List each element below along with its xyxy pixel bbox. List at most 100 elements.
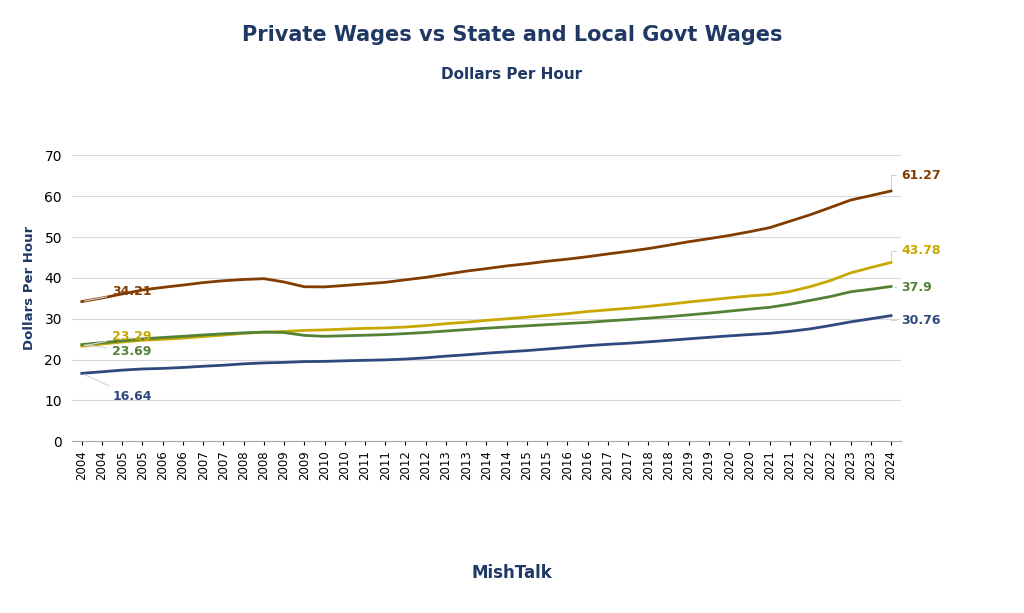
Private Total Compensation (217, 332, 229, 339)
Private Wages (541, 345, 553, 352)
Y-axis label: Dollars Per Hour: Dollars Per Hour (23, 226, 36, 350)
Text: Dollars Per Hour: Dollars Per Hour (441, 67, 583, 82)
Govt Wages (743, 305, 756, 313)
Private Wages (298, 358, 310, 365)
Govt Wages (845, 288, 857, 295)
Govt Wages (804, 297, 816, 304)
Line: Private Wages: Private Wages (82, 316, 891, 373)
Govt Wages (702, 310, 715, 317)
Govt Wages (663, 313, 675, 321)
Private Wages (480, 349, 493, 357)
Private Wages (683, 335, 695, 343)
Text: 37.9: 37.9 (894, 281, 932, 294)
Govt Wages (723, 308, 735, 315)
Govt Total Compensation (298, 283, 310, 291)
Govt Wages (399, 330, 412, 337)
Govt Wages (602, 317, 614, 324)
Private Wages (824, 322, 837, 329)
Govt Wages (318, 333, 331, 340)
Private Total Compensation (358, 325, 371, 332)
Govt Wages (642, 314, 654, 322)
Private Wages (379, 356, 391, 364)
Govt Wages (96, 339, 109, 346)
Line: Private Total Compensation: Private Total Compensation (82, 262, 891, 346)
Govt Wages (379, 331, 391, 338)
Private Wages (258, 359, 270, 367)
Text: 23.69: 23.69 (85, 345, 152, 358)
Private Wages (743, 331, 756, 338)
Govt Wages (864, 286, 877, 293)
Text: 61.27: 61.27 (891, 169, 941, 188)
Govt Total Compensation (824, 204, 837, 211)
Private Wages (764, 330, 776, 337)
Govt Total Compensation (541, 257, 553, 265)
Private Wages (501, 348, 513, 356)
Govt Total Compensation (743, 228, 756, 235)
Govt Total Compensation (157, 284, 169, 291)
Private Total Compensation (683, 299, 695, 306)
Govt Total Compensation (521, 260, 534, 267)
Private Total Compensation (177, 335, 189, 342)
Govt Total Compensation (420, 273, 432, 281)
Private Total Compensation (379, 324, 391, 332)
Private Wages (339, 357, 351, 365)
Line: Govt Total Compensation: Govt Total Compensation (82, 191, 891, 302)
Govt Total Compensation (642, 245, 654, 253)
Private Wages (582, 342, 594, 349)
Private Wages (116, 367, 128, 374)
Govt Wages (480, 324, 493, 332)
Govt Wages (521, 322, 534, 330)
Govt Total Compensation (804, 211, 816, 218)
Private Total Compensation (116, 338, 128, 346)
Private Wages (845, 318, 857, 326)
Private Total Compensation (136, 337, 148, 344)
Private Total Compensation (723, 294, 735, 302)
Govt Total Compensation (136, 286, 148, 294)
Govt Wages (339, 332, 351, 340)
Private Total Compensation (339, 326, 351, 333)
Govt Wages (764, 303, 776, 311)
Govt Total Compensation (845, 196, 857, 204)
Govt Total Compensation (723, 232, 735, 239)
Private Wages (238, 360, 250, 368)
Govt Wages (157, 334, 169, 341)
Govt Wages (541, 321, 553, 329)
Govt Total Compensation (885, 188, 897, 195)
Private Total Compensation (702, 296, 715, 303)
Private Total Compensation (783, 288, 796, 295)
Private Total Compensation (197, 333, 209, 340)
Govt Wages (298, 332, 310, 339)
Private Wages (723, 332, 735, 340)
Govt Total Compensation (339, 282, 351, 289)
Private Total Compensation (663, 300, 675, 308)
Text: 34.21: 34.21 (85, 286, 152, 301)
Govt Total Compensation (764, 224, 776, 231)
Text: 30.76: 30.76 (891, 314, 941, 327)
Govt Wages (217, 330, 229, 338)
Govt Wages (824, 293, 837, 300)
Govt Wages (683, 311, 695, 319)
Govt Wages (136, 335, 148, 343)
Private Total Compensation (258, 329, 270, 336)
Govt Total Compensation (501, 262, 513, 270)
Govt Total Compensation (116, 291, 128, 298)
Private Wages (702, 333, 715, 341)
Govt Total Compensation (702, 235, 715, 242)
Private Total Compensation (804, 283, 816, 291)
Private Total Compensation (561, 310, 573, 318)
Govt Wages (258, 329, 270, 336)
Govt Wages (582, 319, 594, 326)
Govt Total Compensation (439, 270, 452, 278)
Govt Total Compensation (480, 265, 493, 272)
Line: Govt Wages: Govt Wages (82, 286, 891, 345)
Private Wages (177, 364, 189, 371)
Govt Total Compensation (582, 253, 594, 261)
Text: 16.64: 16.64 (84, 375, 152, 403)
Govt Total Compensation (683, 238, 695, 245)
Private Wages (420, 354, 432, 362)
Govt Total Compensation (399, 276, 412, 283)
Private Total Compensation (420, 322, 432, 329)
Private Total Compensation (541, 312, 553, 319)
Govt Total Compensation (622, 248, 634, 255)
Private Total Compensation (864, 264, 877, 271)
